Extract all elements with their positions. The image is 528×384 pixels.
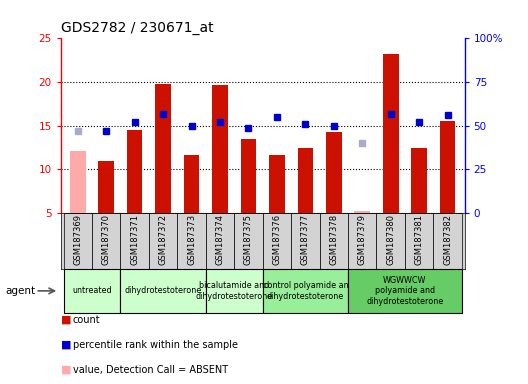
Text: bicalutamide and
dihydrotestoterone: bicalutamide and dihydrotestoterone (195, 281, 273, 301)
Bar (411, 149, 427, 213)
Text: ■: ■ (61, 340, 71, 350)
Text: GDS2782 / 230671_at: GDS2782 / 230671_at (61, 21, 213, 35)
Text: control polyamide an
dihydrotestoterone: control polyamide an dihydrotestoterone (262, 281, 348, 301)
Bar (70, 151, 86, 213)
Text: agent: agent (5, 286, 35, 296)
Bar (212, 85, 228, 213)
Bar (354, 211, 370, 213)
Text: GSM187379: GSM187379 (358, 214, 367, 265)
Bar (405, 213, 433, 269)
Bar (297, 147, 313, 213)
Bar (440, 121, 455, 213)
Bar (92, 213, 120, 269)
Bar (348, 269, 462, 313)
Bar (291, 213, 319, 269)
Text: GSM187380: GSM187380 (386, 214, 395, 265)
Bar (184, 155, 200, 213)
Text: value, Detection Call = ABSENT: value, Detection Call = ABSENT (73, 365, 228, 375)
Text: GSM187377: GSM187377 (301, 214, 310, 265)
Bar (269, 155, 285, 213)
Bar (177, 213, 206, 269)
Bar (262, 269, 348, 313)
Text: untreated: untreated (72, 286, 112, 295)
Text: GSM187376: GSM187376 (272, 214, 281, 265)
Text: GSM187374: GSM187374 (215, 214, 224, 265)
Bar (376, 213, 405, 269)
Bar (326, 132, 342, 213)
Text: GSM187369: GSM187369 (73, 214, 82, 265)
Text: GSM187370: GSM187370 (102, 214, 111, 265)
Text: dihydrotestoterone: dihydrotestoterone (125, 286, 202, 295)
Text: GSM187378: GSM187378 (329, 214, 338, 265)
Text: GSM187373: GSM187373 (187, 214, 196, 265)
Bar (149, 213, 177, 269)
Bar (63, 213, 92, 269)
Text: GSM187371: GSM187371 (130, 214, 139, 265)
Bar (348, 213, 376, 269)
Bar (120, 213, 149, 269)
Bar (120, 269, 206, 313)
Bar (155, 84, 171, 213)
Text: GSM187375: GSM187375 (244, 214, 253, 265)
Text: GSM187381: GSM187381 (414, 214, 423, 265)
Bar (262, 213, 291, 269)
Text: ■: ■ (61, 365, 71, 375)
Bar (234, 213, 263, 269)
Bar (319, 213, 348, 269)
Text: count: count (73, 315, 100, 325)
Bar (206, 213, 234, 269)
Text: percentile rank within the sample: percentile rank within the sample (73, 340, 238, 350)
Bar (127, 130, 143, 213)
Bar (383, 54, 399, 213)
Text: GSM187382: GSM187382 (443, 214, 452, 265)
Text: WGWWCW
polyamide and
dihydrotestoterone: WGWWCW polyamide and dihydrotestoterone (366, 276, 444, 306)
Text: ■: ■ (61, 315, 71, 325)
Bar (63, 269, 120, 313)
Bar (433, 213, 462, 269)
Bar (241, 139, 256, 213)
Bar (98, 161, 114, 213)
Text: GSM187372: GSM187372 (158, 214, 167, 265)
Bar (206, 269, 262, 313)
